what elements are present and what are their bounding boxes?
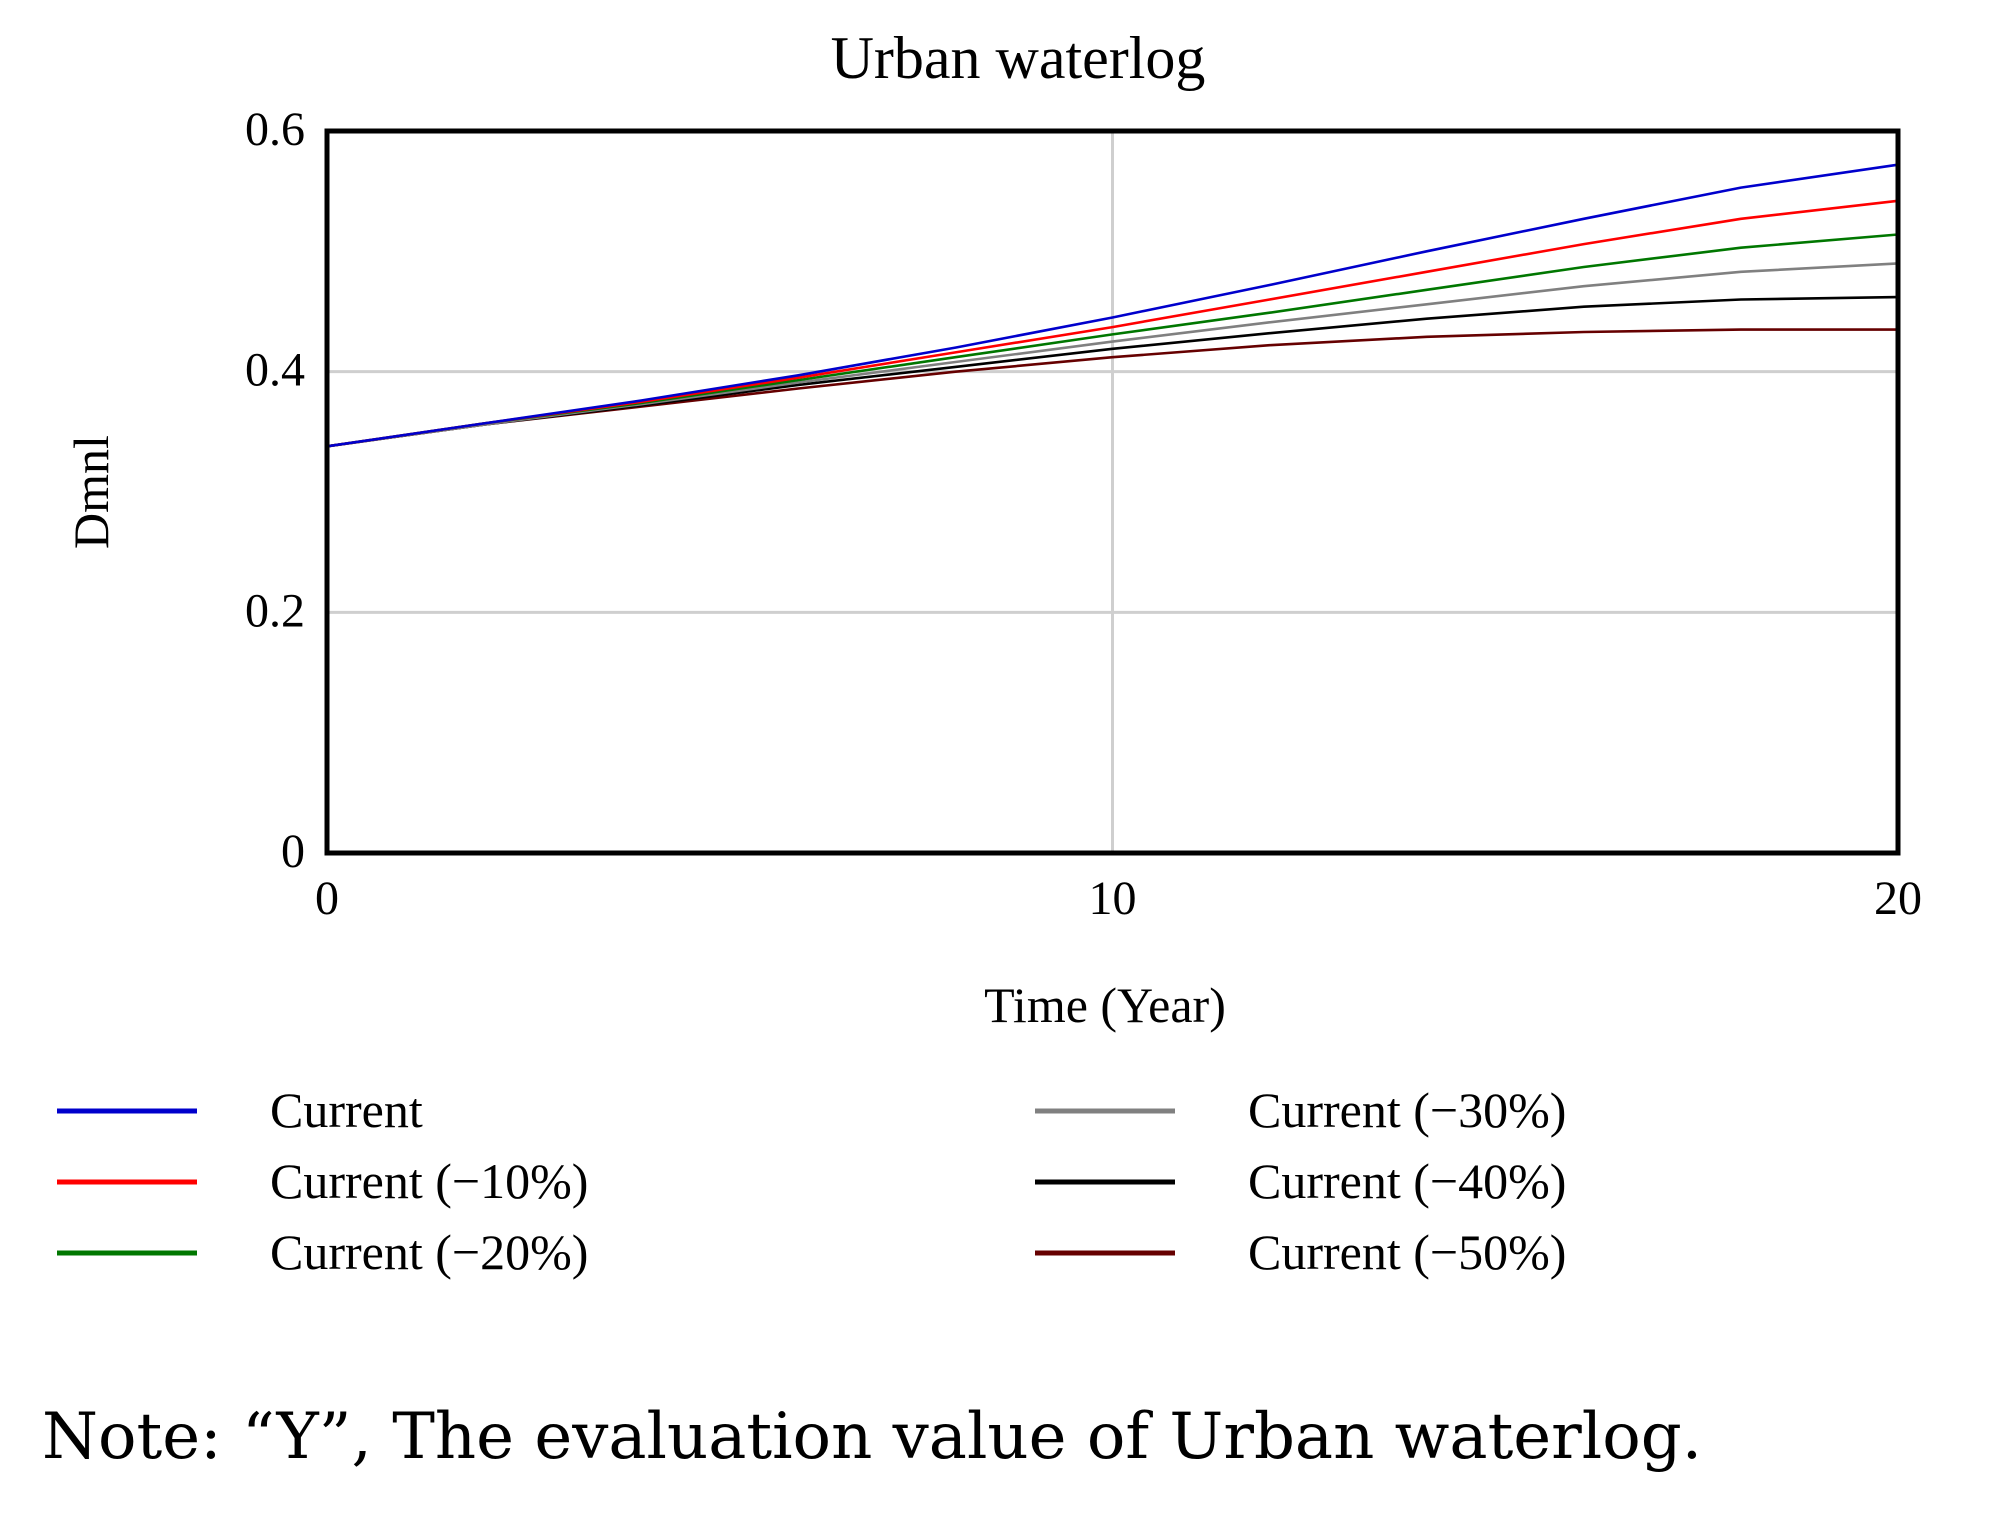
legend-label-0: Current	[270, 1082, 423, 1138]
y-tick-label: 0.4	[245, 344, 305, 397]
chart-title: Urban waterlog	[831, 25, 1206, 91]
legend: Current Current (−10%) Current (−20%) Curre…	[57, 1082, 1566, 1280]
plot-frame	[324, 128, 1901, 856]
y-tick-label: 0.6	[245, 103, 305, 156]
legend-label-5: Current (−50%)	[1248, 1224, 1566, 1280]
legend-label-4: Current (−40%)	[1248, 1153, 1566, 1209]
y-tick-labels: 0 0.2 0.4 0.6	[245, 103, 305, 878]
x-tick-label: 20	[1874, 872, 1922, 925]
grid	[327, 131, 1898, 853]
x-tick-label: 10	[1089, 872, 1137, 925]
figure-note: Note: “Y”, The evaluation value of Urban…	[42, 1400, 1703, 1474]
legend-label-1: Current (−10%)	[270, 1153, 588, 1209]
y-tick-label: 0.2	[245, 584, 305, 637]
series-line-0	[326, 163, 1899, 448]
y-axis-label: Dmnl	[63, 435, 119, 549]
legend-label-2: Current (−20%)	[270, 1224, 588, 1280]
x-tick-labels: 0 10 20	[315, 872, 1922, 925]
legend-label-3: Current (−30%)	[1248, 1082, 1566, 1138]
x-tick-label: 0	[315, 872, 339, 925]
x-axis-label: Time (Year)	[984, 977, 1226, 1033]
y-tick-label: 0	[281, 825, 305, 878]
series-group	[326, 163, 1899, 448]
